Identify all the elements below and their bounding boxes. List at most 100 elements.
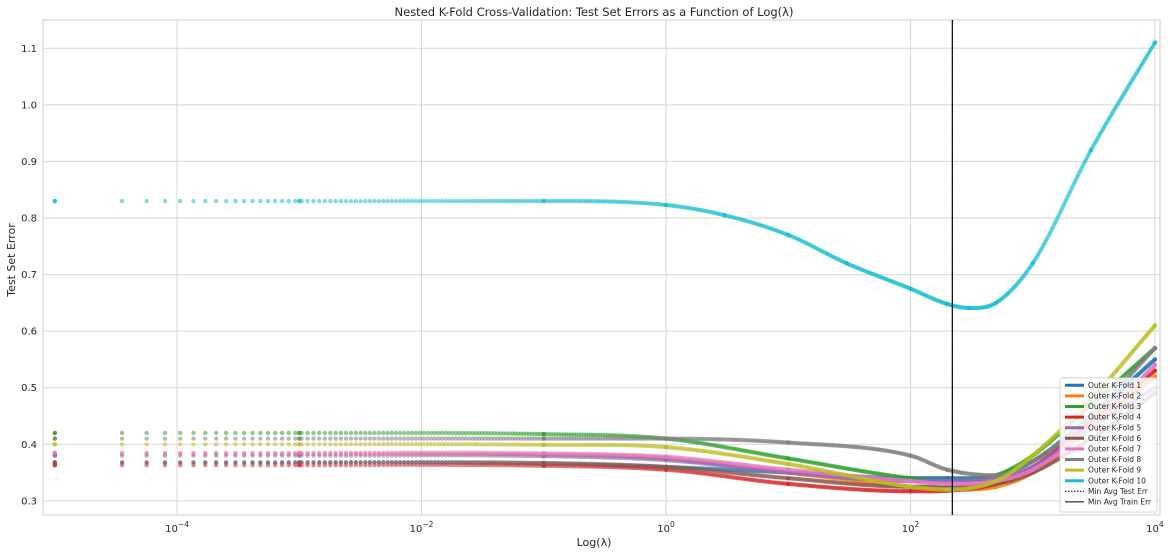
curve-point — [293, 198, 298, 204]
curve-point — [348, 450, 354, 455]
curve-point — [363, 442, 368, 447]
curve-point — [460, 430, 465, 436]
curve-point — [409, 436, 415, 441]
curve-point — [328, 198, 333, 204]
curve-point — [233, 460, 238, 465]
curve-point — [52, 460, 58, 465]
curve-point — [409, 442, 415, 447]
curve-point — [305, 430, 310, 436]
curve-point — [333, 442, 338, 447]
curve-point — [317, 436, 322, 441]
curve-point — [162, 450, 168, 455]
curve-point — [381, 198, 386, 204]
curve-point — [376, 442, 382, 447]
curve-point — [305, 436, 310, 441]
curve-point — [52, 436, 58, 441]
curve-point — [265, 460, 271, 465]
curve-point — [372, 198, 377, 204]
curve-point — [358, 198, 363, 204]
curve-point — [353, 460, 359, 465]
curve-point — [299, 436, 304, 441]
curve-point — [372, 460, 377, 465]
curve-point — [322, 460, 328, 465]
curve-point — [1152, 323, 1158, 328]
curve-point — [343, 460, 349, 465]
curve-point — [393, 450, 399, 455]
curve-point — [178, 450, 183, 455]
curve-point — [397, 459, 403, 465]
curve-point — [381, 436, 386, 441]
curve-point — [333, 436, 338, 441]
curve-point — [272, 436, 278, 441]
curve-point — [178, 460, 183, 465]
curve-point — [338, 442, 344, 447]
curve-point — [223, 198, 229, 204]
curve-point — [421, 459, 426, 465]
curve-point — [343, 436, 349, 441]
curve-point — [376, 450, 382, 455]
curve-point — [413, 459, 419, 465]
curve-point — [162, 198, 168, 204]
curve-point — [203, 430, 208, 436]
curve-point — [286, 450, 292, 455]
curve-point — [233, 436, 238, 441]
curve-point — [203, 436, 208, 441]
curve-point — [363, 460, 368, 465]
curve-point — [203, 450, 208, 455]
curve-point — [428, 430, 434, 436]
curve-point — [144, 442, 149, 447]
curve-point — [486, 431, 491, 436]
curve-point — [242, 198, 247, 204]
curve-point — [367, 430, 373, 436]
curve-point — [213, 436, 219, 441]
curve-point — [119, 198, 125, 204]
curve-point — [223, 442, 229, 447]
curve-point — [144, 436, 149, 441]
curve-point — [409, 450, 415, 455]
curve-point — [250, 460, 255, 465]
curve-point — [389, 450, 395, 455]
curve-point — [311, 436, 316, 441]
curve-point — [406, 430, 411, 436]
curve-point — [317, 198, 322, 204]
curve-point — [397, 436, 403, 441]
curve-point — [473, 430, 478, 436]
curve-point — [322, 450, 328, 455]
curve-point — [233, 198, 238, 204]
curve-point — [483, 431, 488, 436]
curve-point — [353, 198, 359, 204]
curve-point — [421, 442, 426, 447]
curve-point — [322, 198, 328, 204]
curve-point — [311, 450, 316, 455]
curve-point — [279, 460, 285, 465]
curve-point — [367, 450, 373, 455]
curve-point — [191, 436, 196, 441]
curve-point — [389, 442, 395, 447]
curve-point — [385, 436, 390, 441]
curve-point — [401, 442, 407, 447]
curve-point — [432, 430, 437, 436]
curve-point — [348, 198, 354, 204]
curve-point — [353, 442, 359, 447]
curve-point — [250, 198, 255, 204]
curve-point — [343, 442, 349, 447]
curve-point — [250, 436, 255, 441]
curve-point — [363, 450, 368, 455]
curve-point — [162, 436, 168, 441]
curve-point — [119, 460, 125, 465]
curve-point — [272, 460, 278, 465]
curve-point — [265, 436, 271, 441]
curve-point — [421, 450, 426, 455]
curve-point — [52, 430, 58, 436]
curve-point — [385, 442, 390, 447]
curve-point — [389, 459, 395, 465]
curve-point — [162, 442, 168, 447]
curve-point — [338, 436, 344, 441]
curve-point — [279, 442, 285, 447]
curve-point — [393, 436, 399, 441]
plot-area — [42, 19, 1161, 516]
curve-point — [417, 442, 423, 447]
curve-point — [389, 436, 395, 441]
curve-point — [343, 198, 349, 204]
curve-point — [353, 450, 359, 455]
